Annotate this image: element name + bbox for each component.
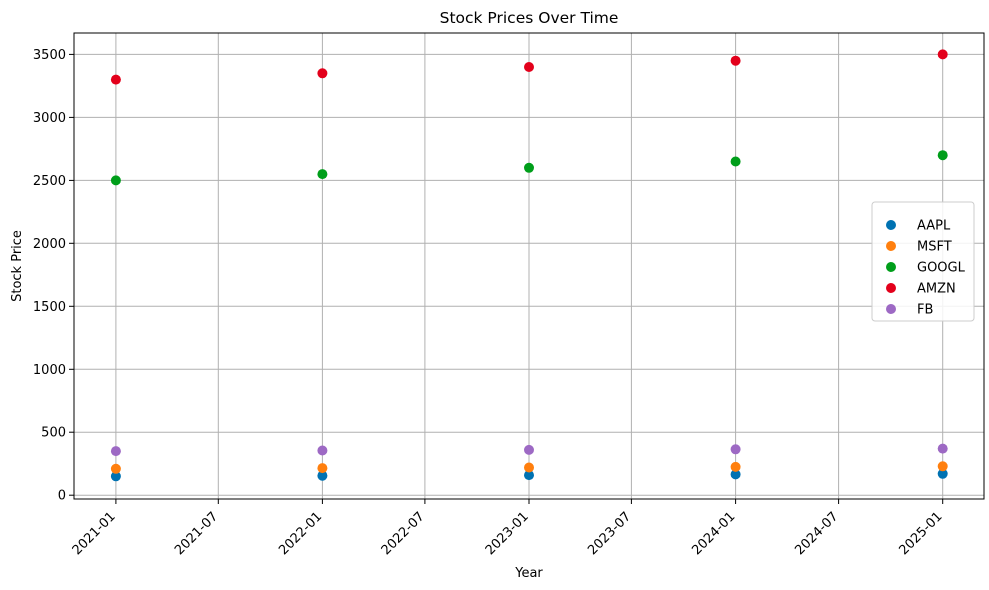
- data-point: [937, 468, 948, 479]
- series-amzn: [110, 49, 948, 85]
- legend-marker: [886, 262, 896, 272]
- legend-label: FB: [917, 303, 933, 318]
- data-point: [524, 470, 534, 481]
- series-googl: [110, 150, 948, 186]
- y-tick-label: 500: [41, 426, 66, 441]
- y-tick-label: 0: [58, 489, 66, 504]
- series-aapl: [110, 468, 948, 482]
- data-point: [317, 470, 328, 481]
- data-point: [937, 443, 948, 454]
- data-point: [937, 461, 948, 472]
- series-msft: [110, 461, 948, 474]
- legend-label: AMZN: [917, 282, 956, 297]
- data-point: [730, 55, 741, 66]
- data-point: [317, 463, 328, 474]
- data-points: [110, 49, 948, 482]
- data-point: [730, 469, 741, 480]
- legend-box: [871, 201, 975, 322]
- data-point: [524, 62, 534, 72]
- y-tick-label: 1000: [33, 363, 66, 378]
- y-axis-title: Stock Price: [10, 230, 25, 302]
- y-tick-label: 2000: [33, 237, 66, 252]
- data-point: [937, 49, 948, 60]
- data-point: [317, 169, 328, 180]
- y-tick-label: 3500: [33, 48, 66, 63]
- legend-marker: [886, 220, 896, 230]
- data-point: [730, 444, 741, 455]
- chart-title: Stock Prices Over Time: [440, 9, 619, 27]
- legend-label: GOOGL: [917, 261, 966, 276]
- series-fb: [110, 443, 948, 457]
- data-point: [317, 445, 328, 456]
- data-point: [730, 461, 741, 472]
- data-point: [524, 162, 534, 173]
- data-point: [524, 444, 534, 455]
- data-point: [730, 156, 741, 167]
- data-point: [524, 462, 534, 473]
- legend: AAPL MSFT GOOGL AMZN FB: [871, 201, 975, 322]
- legend-label: MSFT: [917, 240, 952, 255]
- legend-marker: [886, 241, 896, 251]
- x-axis-title: Year: [514, 566, 543, 581]
- y-tick-label: 3000: [33, 111, 66, 126]
- legend-marker: [886, 304, 896, 314]
- data-point: [110, 471, 121, 482]
- data-point: [937, 150, 948, 161]
- grid-lines: [74, 33, 984, 499]
- data-point: [110, 446, 121, 457]
- data-point: [110, 74, 121, 85]
- legend-marker: [886, 283, 896, 293]
- y-tick-label: 2500: [33, 174, 66, 189]
- y-tick-label: 1500: [33, 300, 66, 315]
- data-point: [110, 463, 121, 474]
- legend-label: AAPL: [917, 219, 951, 234]
- data-point: [110, 175, 121, 186]
- data-point: [317, 68, 328, 79]
- y-axis-ticks: 0 500 1000 1500 2000 2500 3000 3500: [33, 48, 74, 504]
